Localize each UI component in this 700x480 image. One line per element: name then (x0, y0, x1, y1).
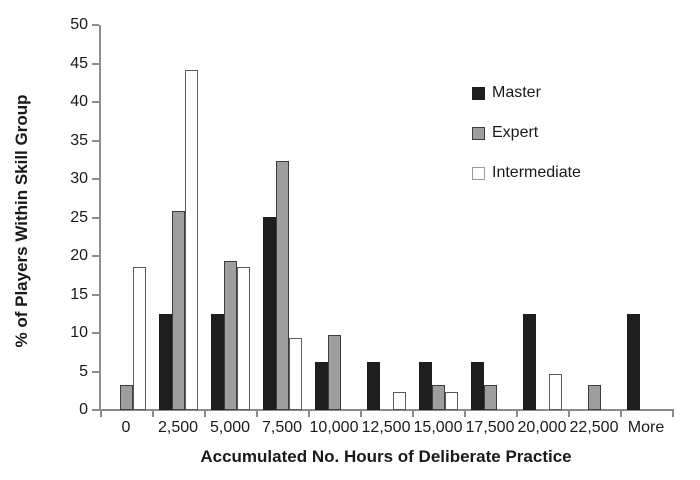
x-tick-mark (516, 411, 518, 417)
x-tick-mark (204, 411, 206, 417)
x-tick-label: 10,000 (309, 419, 359, 436)
bar-expert-10-000 (327, 335, 341, 410)
y-tick-label: 40 (70, 93, 88, 110)
bar-intermediate-7-500 (288, 338, 302, 410)
x-tick-mark (412, 411, 414, 417)
bar-intermediate-5-000 (236, 267, 250, 410)
x-tick-mark (100, 411, 102, 417)
y-axis-line (99, 25, 101, 411)
x-tick-mark (464, 411, 466, 417)
y-tick-mark (92, 139, 99, 142)
legend-swatch-master (472, 86, 485, 100)
y-tick-mark (92, 255, 99, 257)
x-tick-label: 5,000 (209, 419, 251, 436)
y-tick-label: 10 (70, 324, 88, 341)
y-tick-mark (92, 332, 99, 334)
bar-master-15-000 (418, 362, 432, 410)
bar-master-20-000 (522, 314, 536, 410)
bar-intermediate-12-500 (392, 392, 406, 410)
x-tick-mark (568, 411, 570, 417)
legend-label-expert: Expert (492, 124, 539, 141)
x-tick-label: More (627, 419, 665, 436)
x-tick-label: 0 (121, 419, 131, 436)
x-tick-mark (152, 411, 154, 417)
x-tick-label: 20,000 (517, 419, 567, 436)
y-tick-mark (92, 293, 99, 296)
x-tick-label: 15,000 (413, 419, 463, 436)
bar-master-17-500 (470, 362, 484, 410)
legend-swatch-expert (472, 126, 485, 140)
x-tick-label: 7,500 (261, 419, 303, 436)
bar-intermediate-2-500 (184, 70, 198, 410)
bar-master-2-500 (158, 314, 172, 410)
bar-expert-22-500 (587, 385, 601, 410)
y-tick-label: 5 (79, 362, 88, 380)
legend-label-intermediate: Intermediate (492, 164, 581, 181)
y-tick-mark (92, 101, 99, 103)
bar-master-10-000 (314, 362, 328, 410)
bar-master-more (626, 314, 640, 410)
bar-master-12-500 (366, 362, 380, 410)
y-tick-label: 30 (70, 170, 88, 187)
y-tick-label: 20 (70, 247, 88, 264)
y-tick-mark (92, 409, 99, 411)
bar-expert-5-000 (223, 261, 237, 410)
y-tick-label: 15 (70, 285, 88, 303)
y-tick-label: 25 (70, 208, 88, 226)
x-tick-mark (672, 411, 674, 417)
legend-label-master: Master (492, 84, 541, 101)
bar-intermediate-0 (132, 267, 146, 410)
bar-expert-2-500 (171, 211, 185, 410)
bar-expert-15-000 (431, 385, 445, 410)
legend-item-intermediate: Intermediate (472, 164, 581, 182)
y-tick-label: 45 (70, 54, 88, 72)
x-tick-mark (620, 411, 622, 417)
y-tick-mark (92, 178, 99, 180)
x-tick-label: 2,500 (157, 419, 199, 436)
x-axis-line (99, 409, 674, 411)
bar-expert-7-500 (275, 161, 289, 410)
legend-item-master: Master (472, 84, 581, 102)
y-tick-mark (92, 62, 99, 65)
bar-expert-0 (119, 385, 133, 410)
y-tick-mark (92, 24, 99, 26)
legend-item-expert: Expert (472, 124, 581, 142)
bar-intermediate-15-000 (444, 392, 458, 410)
legend: Master Expert Intermediate (472, 84, 581, 204)
x-tick-mark (308, 411, 310, 417)
bar-intermediate-20-000 (548, 374, 562, 410)
legend-swatch-intermediate (472, 166, 485, 180)
bar-master-5-000 (210, 314, 224, 410)
y-tick-label: 0 (79, 401, 88, 418)
bar-expert-17-500 (483, 385, 497, 410)
x-tick-label: 22,500 (569, 419, 619, 436)
y-tick-mark (92, 370, 99, 373)
y-tick-label: 50 (70, 16, 88, 33)
y-tick-mark (92, 216, 99, 219)
x-tick-label: 12,500 (361, 419, 411, 436)
x-axis-title: Accumulated No. Hours of Deliberate Prac… (200, 447, 572, 466)
x-tick-mark (256, 411, 258, 417)
x-tick-mark (360, 411, 362, 417)
y-tick-label: 35 (70, 131, 88, 149)
plot-area (100, 25, 672, 410)
bar-master-7-500 (262, 217, 276, 410)
x-tick-label: 17,500 (465, 419, 515, 436)
